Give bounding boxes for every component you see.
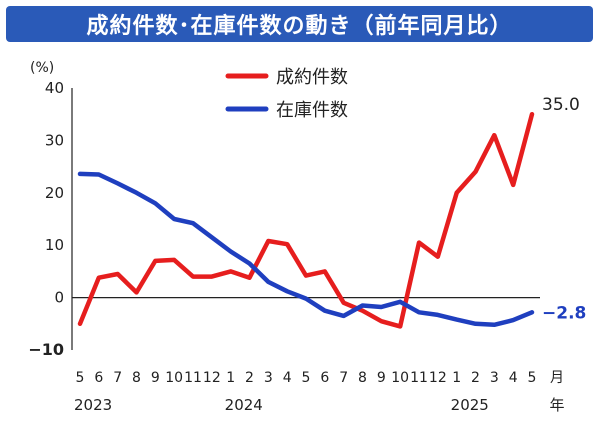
x-tick-label: 10 [165, 370, 183, 386]
y-tick-label: 30 [45, 131, 64, 149]
x-year-label: 2025 [451, 396, 489, 414]
x-year-label: 2024 [225, 396, 263, 414]
x-tick-label: 5 [76, 370, 85, 386]
x-tick-label: 3 [490, 370, 499, 386]
chart-title-bar: 成約件数･在庫件数の動き（前年同月比） [6, 6, 593, 42]
x-tick-label: 10 [391, 370, 409, 386]
x-tick-label: 5 [302, 370, 311, 386]
chart-title: 成約件数･在庫件数の動き（前年同月比） [86, 14, 513, 39]
x-tick-label: 11 [184, 370, 202, 386]
x-tick-label: 5 [528, 370, 537, 386]
series-line-contracts [77, 111, 535, 329]
y-tick-label: 40 [45, 79, 64, 97]
x-tick-label: 1 [452, 370, 461, 386]
x-tick-label: 12 [203, 370, 221, 386]
x-tick-label: 4 [509, 370, 518, 386]
x-tick-label: 2 [245, 370, 254, 386]
x-unit-year: 年 [549, 396, 564, 414]
legend-label: 在庫件数 [276, 100, 348, 121]
y-axis-unit: (%) [30, 60, 54, 76]
x-tick-label: 8 [132, 370, 141, 386]
x-tick-label: 7 [339, 370, 348, 386]
y-tick-label: 0 [54, 289, 64, 307]
x-tick-label: 1 [226, 370, 235, 386]
y-tick-label: −10 [28, 340, 64, 359]
x-tick-label: 9 [377, 370, 386, 386]
x-tick-label: 3 [264, 370, 273, 386]
x-tick-label: 6 [94, 370, 103, 386]
x-tick-label: 11 [410, 370, 428, 386]
x-tick-label: 9 [151, 370, 160, 386]
x-unit-month: 月 [550, 370, 564, 386]
y-tick-label: 10 [45, 236, 64, 254]
series-end-label: −2.8 [542, 303, 586, 323]
x-tick-label: 7 [113, 370, 122, 386]
y-tick-label: 20 [45, 184, 64, 202]
legend-label: 成約件数 [276, 67, 348, 88]
series-end-label: 35.0 [542, 95, 580, 115]
x-tick-label: 12 [429, 370, 447, 386]
x-tick-label: 8 [358, 370, 367, 386]
series-line-inventory [77, 171, 535, 328]
x-tick-label: 6 [320, 370, 329, 386]
x-tick-label: 2 [471, 370, 480, 386]
x-year-label: 2023 [74, 396, 112, 414]
x-tick-label: 4 [283, 370, 292, 386]
